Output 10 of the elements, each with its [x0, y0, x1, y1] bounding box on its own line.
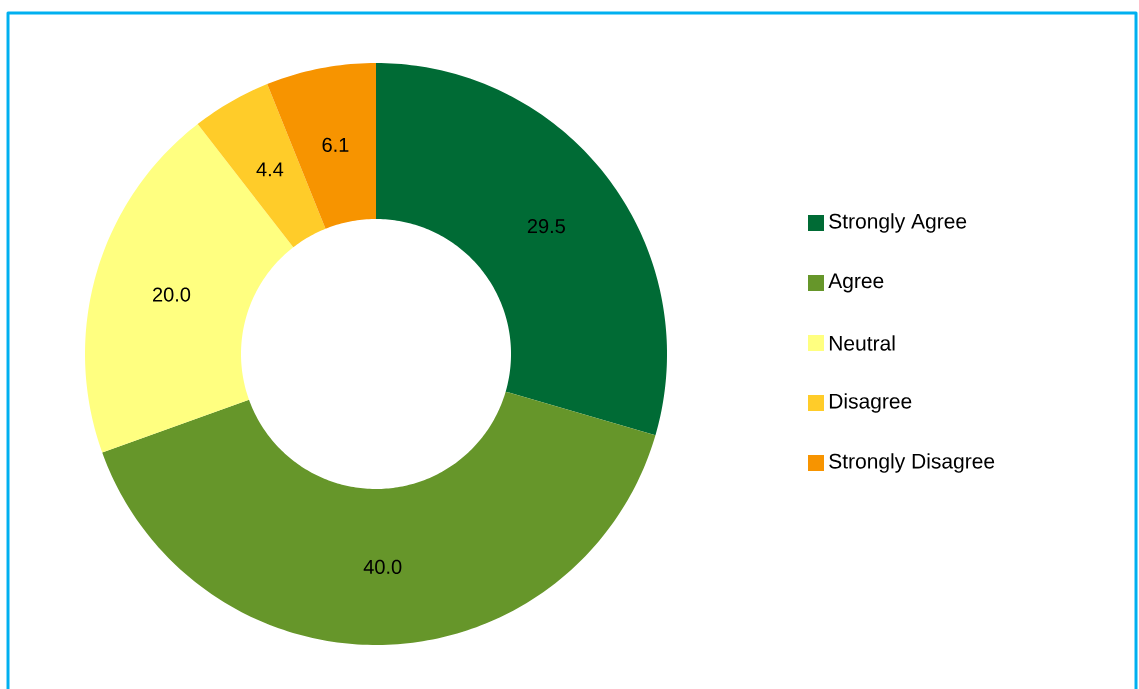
data-label: 29.5 — [527, 219, 565, 234]
data-label: 40.0 — [363, 559, 402, 574]
data-label: 4.4 — [256, 162, 284, 177]
legend-label: Neutral — [829, 335, 895, 351]
data-label: 6.1 — [322, 137, 349, 152]
legend-label: Strongly Agree — [829, 213, 967, 233]
legend-label: Agree — [828, 273, 884, 293]
legend-label: Disagree — [829, 393, 912, 413]
legend-label: Strongly Disagree — [829, 453, 995, 473]
data-label: 20.0 — [153, 287, 191, 302]
